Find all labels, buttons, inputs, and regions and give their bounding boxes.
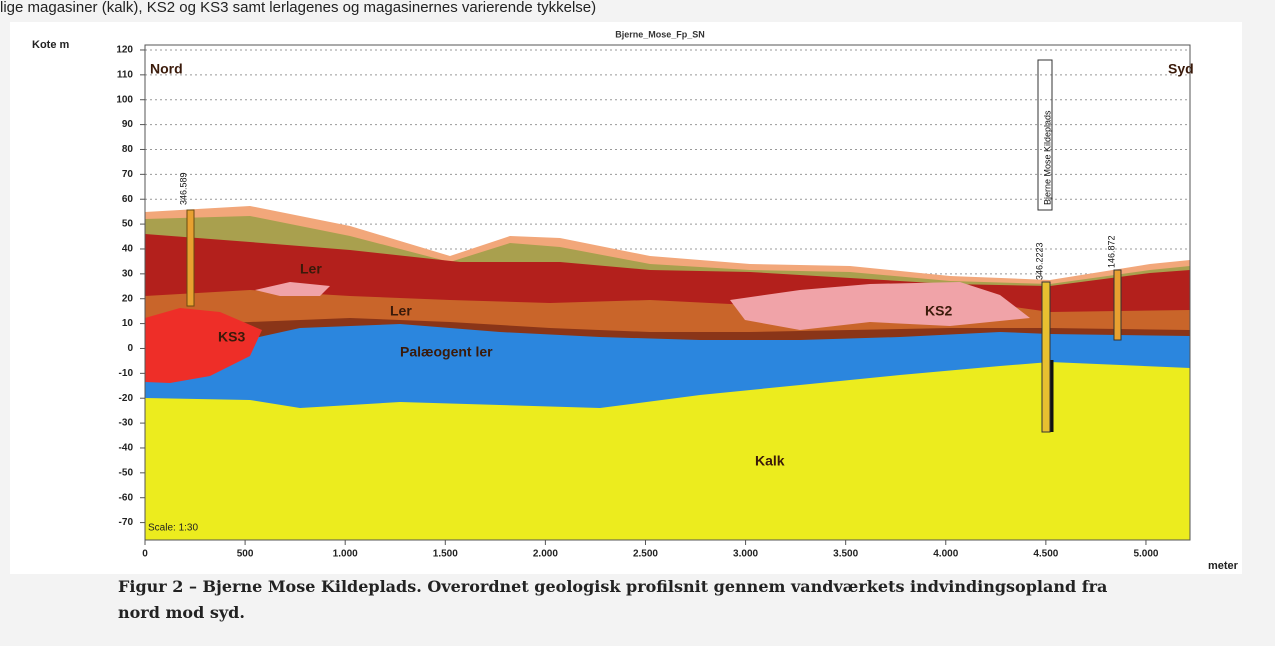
borehole-label: 346.2223 (1034, 242, 1044, 280)
top-text: lige magasiner (kalk), KS2 og KS3 samt l… (0, 0, 596, 16)
x-tick-label: 4.500 (1033, 549, 1058, 560)
annotation: KS2 (925, 303, 952, 319)
borehole (187, 210, 194, 306)
x-tick-label: 2.000 (533, 549, 558, 560)
y-tick-label: -40 (119, 443, 134, 454)
annotation: Palæogent ler (400, 344, 493, 360)
annotation: Scale: 1:30 (148, 523, 198, 534)
borehole-label: 346.589 (178, 172, 188, 205)
annotation: Kalk (755, 453, 785, 469)
y-tick-label: -60 (119, 492, 134, 503)
y-tick-label: -10 (119, 368, 134, 379)
y-tick-label: -20 (119, 393, 134, 404)
chart-title: Bjerne_Mose_Fp_SN (615, 29, 705, 39)
y-tick-label: 80 (122, 144, 134, 155)
annotation: Ler (300, 261, 322, 277)
x-tick-label: 3.500 (833, 549, 858, 560)
y-tick-label: 60 (122, 194, 134, 205)
y-tick-label: 40 (122, 244, 134, 255)
x-tick-label: 500 (237, 549, 254, 560)
y-tick-label: 100 (116, 94, 133, 105)
y-tick-label: 10 (122, 318, 134, 329)
x-axis-label: meter (1208, 560, 1239, 572)
annotation: Syd (1168, 61, 1194, 77)
x-tick-label: 4.000 (933, 549, 958, 560)
y-tick-label: 0 (127, 343, 133, 354)
site-label: Bjerne Mose Kildeplads (1042, 110, 1052, 205)
borehole-label: 146.872 (1106, 235, 1116, 268)
y-tick-label: 20 (122, 293, 134, 304)
y-tick-label: 90 (122, 119, 134, 130)
x-tick-label: 5.000 (1133, 549, 1158, 560)
y-tick-label: 120 (116, 45, 133, 56)
x-tick-label: 1.500 (433, 549, 458, 560)
y-tick-label: 50 (122, 219, 134, 230)
caption: nord mod syd. (118, 603, 245, 622)
annotation: Nord (150, 61, 183, 77)
x-tick-label: 0 (142, 549, 148, 560)
x-tick-label: 2.500 (633, 549, 658, 560)
annotation: KS3 (218, 329, 245, 345)
page: lige magasiner (kalk), KS2 og KS3 samt l… (0, 0, 1275, 641)
y-axis-label: Kote m (32, 39, 70, 51)
x-tick-label: 3.000 (733, 549, 758, 560)
x-tick-label: 1.000 (333, 549, 358, 560)
caption: Figur 2 – Bjerne Mose Kildeplads. Overor… (118, 577, 1107, 596)
borehole (1114, 270, 1121, 340)
borehole (1042, 282, 1050, 432)
y-tick-label: 110 (117, 69, 134, 80)
y-tick-label: -30 (119, 418, 134, 429)
y-tick-label: 70 (122, 169, 134, 180)
annotation: Ler (390, 303, 412, 319)
y-tick-label: -70 (119, 517, 134, 528)
y-tick-label: -50 (119, 467, 134, 478)
y-tick-label: 30 (122, 268, 134, 279)
